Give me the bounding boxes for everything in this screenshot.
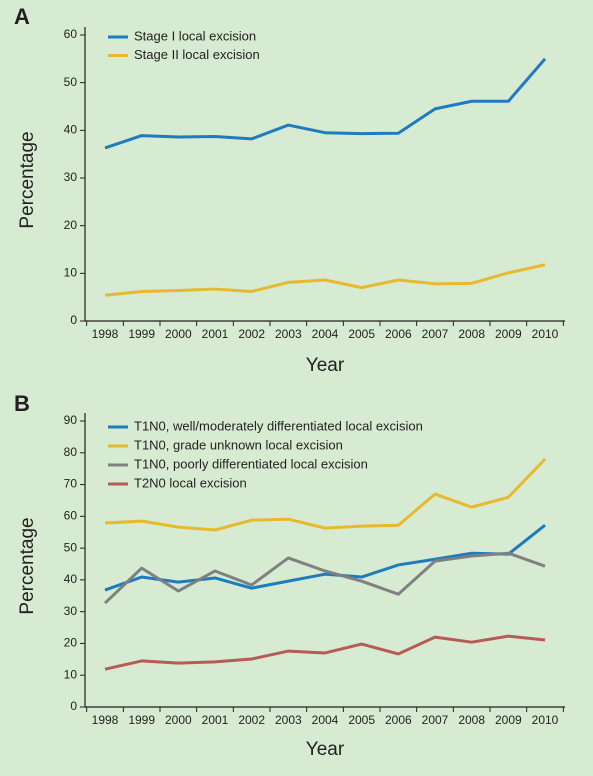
y-tick-label: 70 [64, 477, 78, 491]
y-axis-title: Percentage [17, 517, 38, 614]
y-tick-label: 10 [64, 667, 78, 681]
x-tick-label: 2001 [202, 713, 229, 727]
x-tick-label: 2002 [238, 713, 265, 727]
x-tick-label: 1998 [92, 713, 119, 727]
y-tick-label: 0 [70, 699, 77, 713]
y-axis-title: Percentage [17, 131, 38, 228]
legend-label: Stage II local excision [134, 47, 260, 62]
x-tick-label: 2000 [165, 713, 192, 727]
x-tick-label: 2006 [385, 713, 412, 727]
panel-label: B [14, 391, 30, 416]
series-line [104, 634, 546, 671]
x-tick-label: 2004 [312, 327, 339, 341]
y-tick-label: 0 [70, 313, 77, 327]
legend-label: T2N0 local excision [134, 475, 247, 490]
legend-label: T1N0, poorly differentiated local excisi… [134, 456, 368, 471]
x-tick-label: 1999 [128, 713, 155, 727]
x-tick-label: 2008 [458, 713, 485, 727]
series-line [104, 524, 546, 592]
x-tick-label: 2010 [532, 713, 559, 727]
legend-label: T1N0, grade unknown local excision [134, 437, 343, 452]
y-tick-label: 20 [64, 218, 78, 232]
x-tick-label: 1999 [128, 327, 155, 341]
y-tick-label: 20 [64, 636, 78, 650]
x-tick-label: 2002 [238, 327, 265, 341]
legend-label: Stage I local excision [134, 28, 256, 43]
x-tick-label: 2007 [422, 327, 449, 341]
series-line [104, 263, 546, 297]
x-axis-title: Year [306, 355, 345, 376]
y-tick-label: 30 [64, 170, 78, 184]
series-line [104, 458, 547, 532]
x-axis-title: Year [306, 739, 345, 760]
x-tick-label: 2003 [275, 327, 302, 341]
y-tick-label: 40 [64, 123, 78, 137]
legend-label: T1N0, well/moderately differentiated loc… [134, 418, 423, 433]
panel-label: A [14, 4, 30, 29]
x-tick-label: 2009 [495, 327, 522, 341]
series-line [103, 551, 546, 605]
x-tick-label: 2004 [312, 713, 339, 727]
series-line [104, 57, 547, 150]
x-tick-label: 2008 [458, 327, 485, 341]
y-tick-label: 90 [64, 413, 78, 427]
x-tick-label: 2005 [348, 713, 375, 727]
y-tick-label: 10 [64, 266, 78, 280]
x-tick-label: 2005 [348, 327, 375, 341]
y-tick-label: 50 [64, 75, 78, 89]
x-tick-label: 2003 [275, 713, 302, 727]
y-tick-label: 60 [64, 27, 78, 41]
x-tick-label: 2001 [202, 327, 229, 341]
y-tick-label: 50 [64, 540, 78, 554]
y-tick-label: 40 [64, 572, 78, 586]
x-tick-label: 1998 [92, 327, 119, 341]
x-tick-label: 2007 [422, 713, 449, 727]
y-tick-label: 30 [64, 604, 78, 618]
x-tick-label: 2006 [385, 327, 412, 341]
x-tick-label: 2010 [532, 327, 559, 341]
y-tick-label: 80 [64, 445, 78, 459]
x-tick-label: 2009 [495, 713, 522, 727]
y-tick-label: 60 [64, 509, 78, 523]
x-tick-label: 2000 [165, 327, 192, 341]
